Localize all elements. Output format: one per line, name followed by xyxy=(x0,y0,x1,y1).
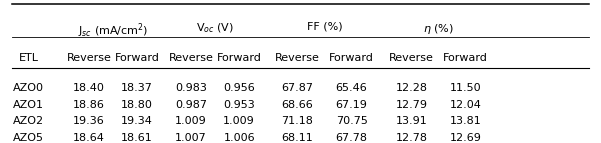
Text: 18.37: 18.37 xyxy=(121,83,153,93)
Text: 0.983: 0.983 xyxy=(175,83,207,93)
Text: Reverse: Reverse xyxy=(67,53,111,63)
Text: 71.18: 71.18 xyxy=(281,116,314,126)
Text: 18.80: 18.80 xyxy=(121,100,153,110)
Text: Forward: Forward xyxy=(217,53,261,63)
Text: AZO2: AZO2 xyxy=(13,116,44,126)
Text: 67.19: 67.19 xyxy=(335,100,368,110)
Text: Reverse: Reverse xyxy=(169,53,213,63)
Text: 0.956: 0.956 xyxy=(224,83,255,93)
Text: 19.36: 19.36 xyxy=(73,116,105,126)
Text: AZO1: AZO1 xyxy=(13,100,44,110)
Text: V$_{oc}$ (V): V$_{oc}$ (V) xyxy=(196,22,234,35)
Text: ETL: ETL xyxy=(19,53,39,63)
Text: Forward: Forward xyxy=(444,53,488,63)
Text: AZO5: AZO5 xyxy=(13,133,44,143)
Text: J$_{sc}$ (mA/cm$^2$): J$_{sc}$ (mA/cm$^2$) xyxy=(78,22,148,40)
Text: 11.50: 11.50 xyxy=(450,83,481,93)
Text: Reverse: Reverse xyxy=(389,53,434,63)
Text: 18.64: 18.64 xyxy=(73,133,105,143)
Text: 19.34: 19.34 xyxy=(121,116,153,126)
Text: 13.81: 13.81 xyxy=(450,116,481,126)
Text: 1.006: 1.006 xyxy=(224,133,255,143)
Text: 18.61: 18.61 xyxy=(121,133,153,143)
Text: 1.009: 1.009 xyxy=(175,116,207,126)
Text: 67.87: 67.87 xyxy=(281,83,314,93)
Text: 12.78: 12.78 xyxy=(395,133,428,143)
Text: 68.11: 68.11 xyxy=(282,133,313,143)
Text: 68.66: 68.66 xyxy=(282,100,313,110)
Text: 1.009: 1.009 xyxy=(224,116,255,126)
Text: Forward: Forward xyxy=(115,53,159,63)
Text: Forward: Forward xyxy=(329,53,374,63)
Text: 0.987: 0.987 xyxy=(175,100,207,110)
Text: 12.69: 12.69 xyxy=(450,133,482,143)
Text: 12.04: 12.04 xyxy=(450,100,482,110)
Text: 65.46: 65.46 xyxy=(336,83,367,93)
Text: $\eta$ (%): $\eta$ (%) xyxy=(423,22,454,36)
Text: 1.007: 1.007 xyxy=(175,133,207,143)
Text: 18.40: 18.40 xyxy=(73,83,105,93)
Text: 18.86: 18.86 xyxy=(73,100,105,110)
Text: Reverse: Reverse xyxy=(275,53,320,63)
Text: 70.75: 70.75 xyxy=(335,116,368,126)
Text: 12.79: 12.79 xyxy=(395,100,428,110)
Text: 12.28: 12.28 xyxy=(395,83,428,93)
Text: 0.953: 0.953 xyxy=(224,100,255,110)
Text: 13.91: 13.91 xyxy=(396,116,427,126)
Text: 67.78: 67.78 xyxy=(335,133,368,143)
Text: FF (%): FF (%) xyxy=(307,22,343,32)
Text: AZO0: AZO0 xyxy=(13,83,44,93)
